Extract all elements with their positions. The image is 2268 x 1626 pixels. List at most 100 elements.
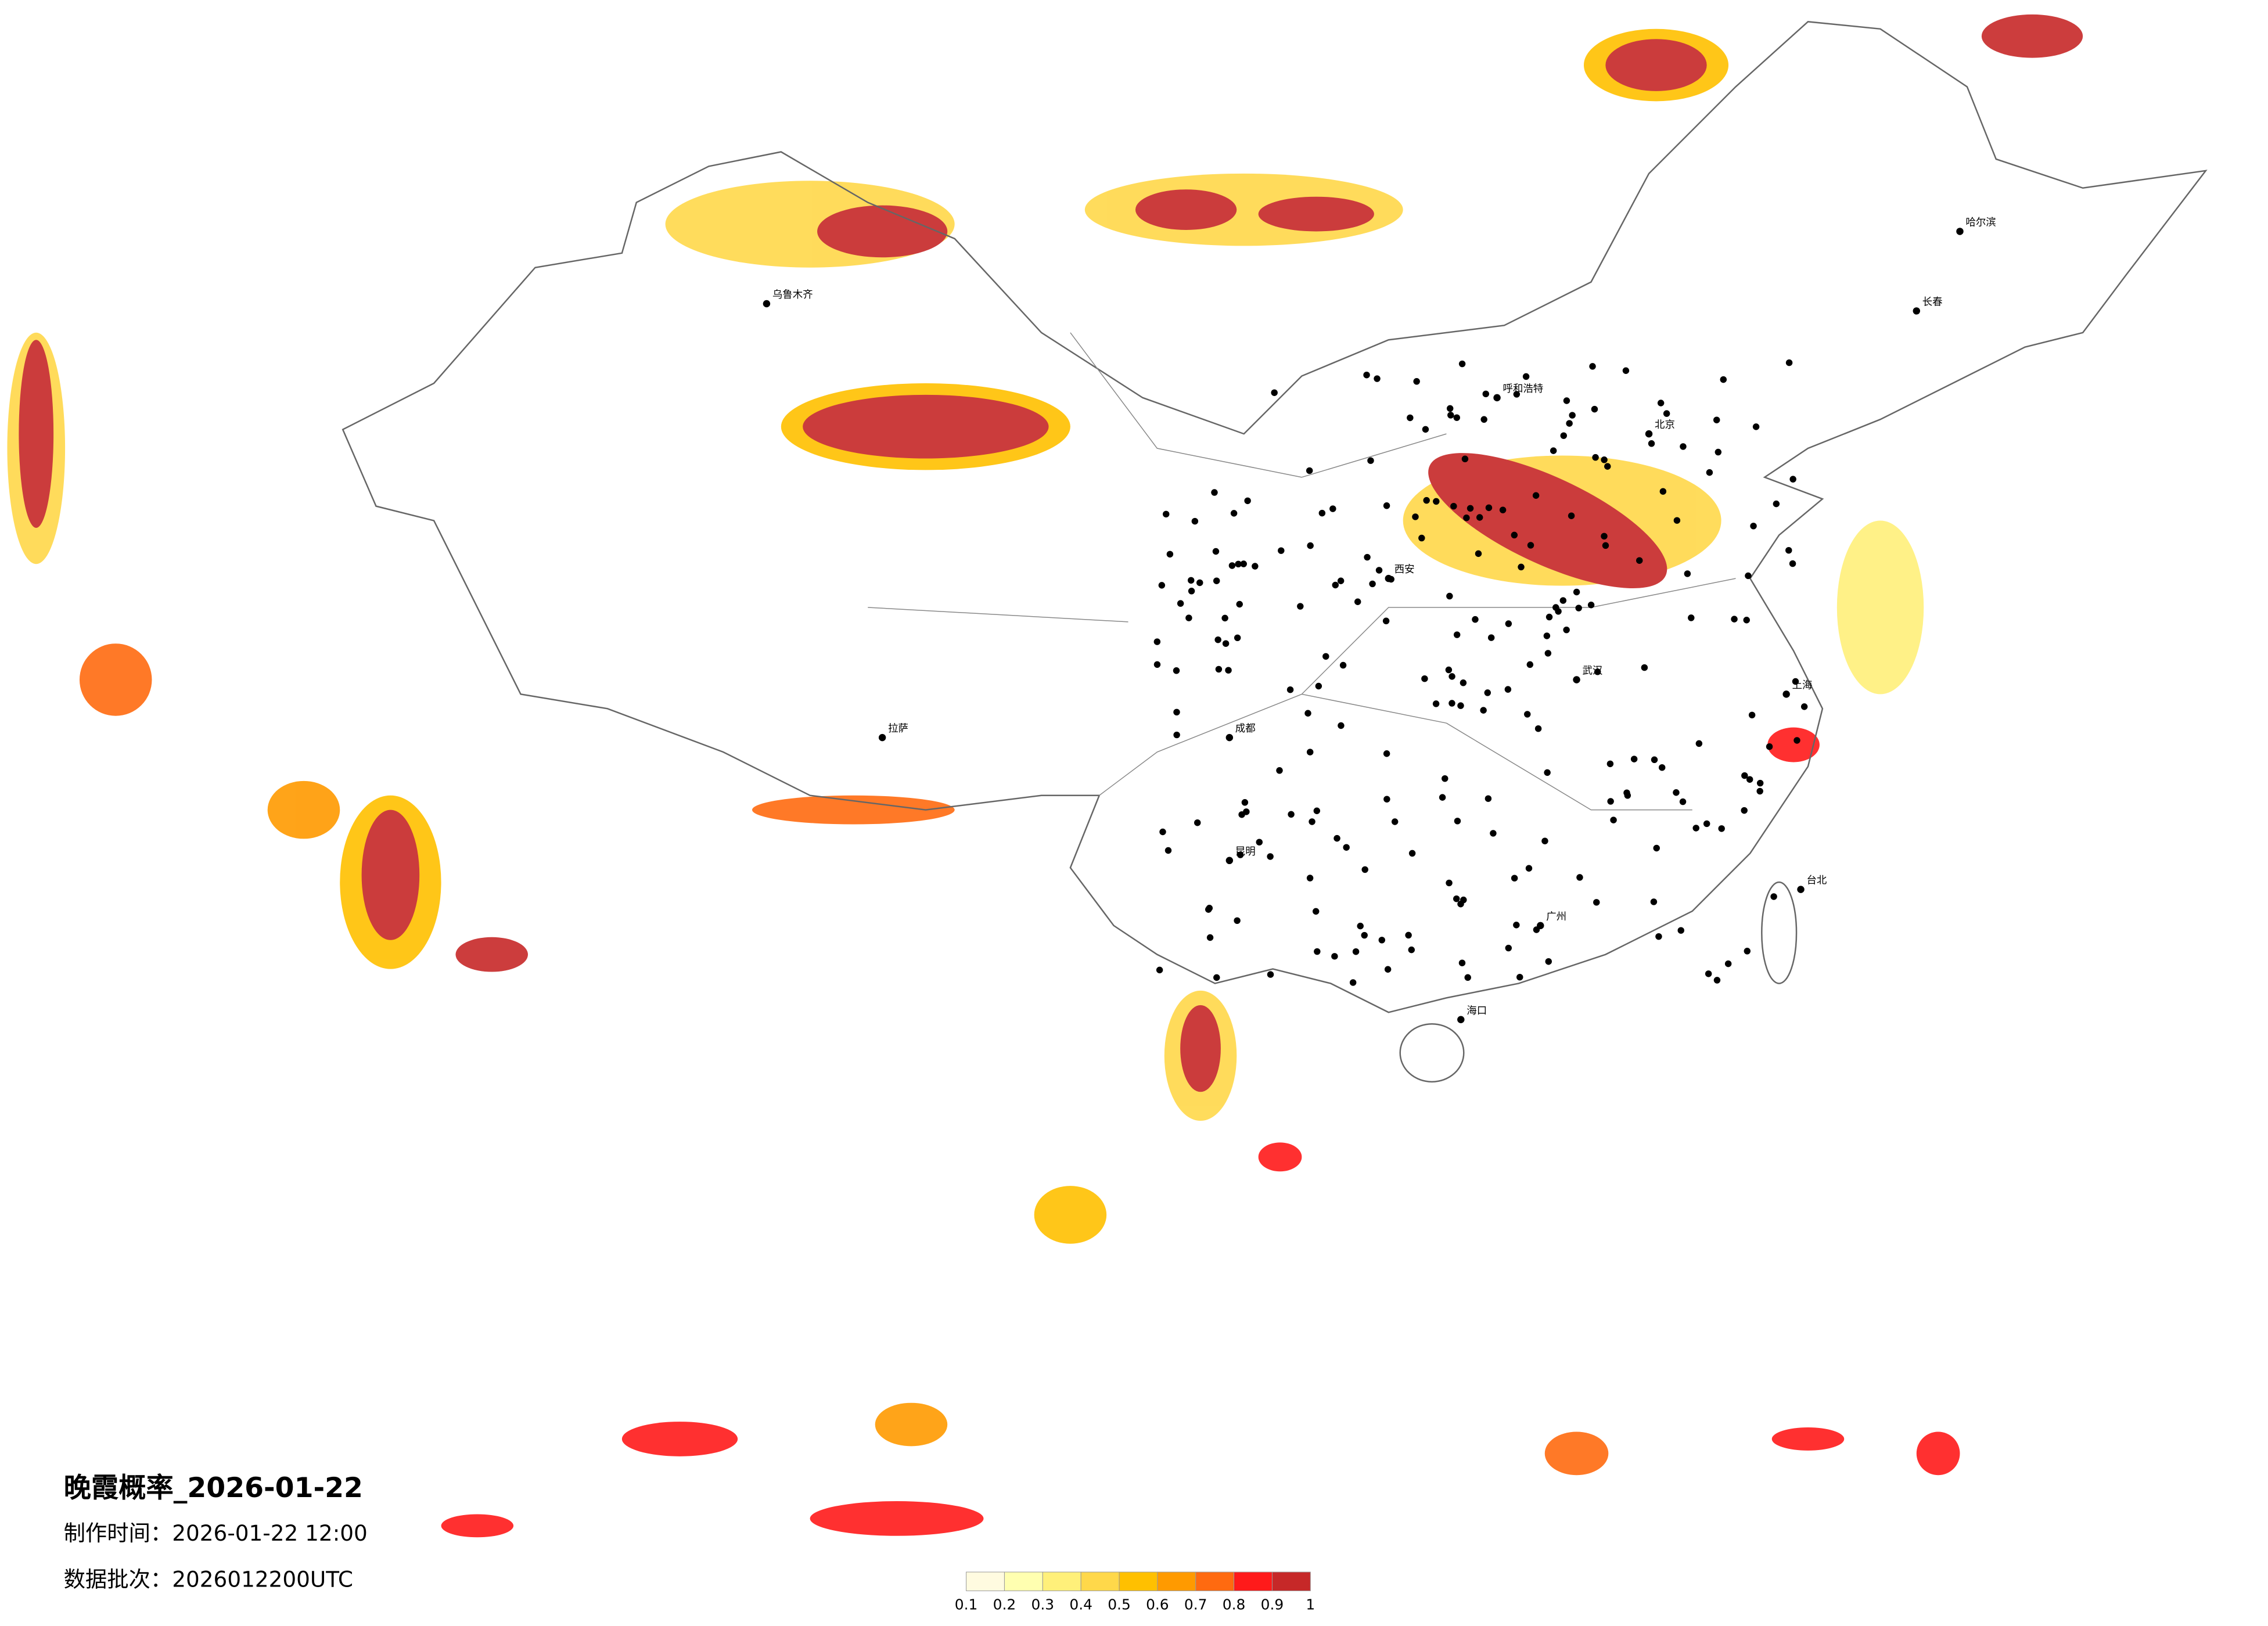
city-dot <box>1228 562 1236 569</box>
province-borders <box>868 332 1736 811</box>
city-dot <box>1544 769 1551 776</box>
city-dot <box>1526 661 1534 668</box>
city-dot <box>1458 959 1466 966</box>
city-dot <box>1511 531 1518 539</box>
city-dot <box>1527 542 1534 549</box>
city-dot <box>1552 604 1559 611</box>
city-label: 上海 <box>1792 679 1813 691</box>
city-dot <box>1482 390 1489 398</box>
city-dot <box>1463 515 1470 521</box>
city-dot <box>1745 572 1752 580</box>
city-dot <box>1485 795 1492 802</box>
city-dot <box>1688 614 1695 621</box>
city-label: 乌鲁木齐 <box>772 289 813 301</box>
city-dot <box>1374 375 1381 382</box>
city-dot <box>1306 749 1314 756</box>
city-dot <box>1445 666 1453 674</box>
city-dot <box>1349 979 1357 986</box>
legend-label: 1 <box>1306 1596 1315 1613</box>
city-dot <box>1659 488 1667 495</box>
city-dot <box>1412 513 1419 520</box>
legend-label: 0.7 <box>1184 1596 1207 1613</box>
legend-swatch <box>1004 1571 1043 1591</box>
city-dot <box>1534 725 1542 732</box>
city-dot <box>1288 811 1295 818</box>
city-dot <box>1439 794 1446 801</box>
city-dot <box>1453 895 1460 902</box>
city-dot <box>1673 517 1681 524</box>
city-dot <box>1432 700 1440 707</box>
city-dot <box>1304 710 1311 717</box>
city-dot <box>1741 772 1748 779</box>
legend-swatch <box>1195 1571 1235 1591</box>
city-dot <box>1720 376 1727 383</box>
city-dot <box>1383 502 1390 509</box>
city-dot <box>1205 906 1212 913</box>
legend-swatch <box>1042 1571 1081 1591</box>
city-dot <box>1782 690 1790 698</box>
city-dot <box>1606 760 1614 768</box>
city-dot <box>1770 893 1777 900</box>
city-dot <box>1516 973 1523 981</box>
city-dot <box>1756 787 1763 795</box>
city-dot <box>1493 394 1501 402</box>
city-dot <box>1566 420 1573 427</box>
city-dot <box>1153 661 1161 668</box>
legend-swatch <box>1157 1571 1196 1591</box>
legend-swatch <box>1119 1571 1158 1591</box>
city-dot <box>1354 598 1361 605</box>
city-dot <box>1375 567 1383 574</box>
city-dot <box>1312 908 1320 915</box>
city-dot <box>1252 563 1259 570</box>
city-dot <box>1337 577 1345 584</box>
city-dot <box>1225 857 1234 865</box>
city-dot <box>1703 820 1710 828</box>
data-batch: 数据批次：2026012200UTC <box>64 1567 353 1592</box>
city-dot <box>1602 542 1609 549</box>
city-dot <box>1363 371 1370 379</box>
city-dot <box>1408 946 1415 954</box>
city-dot <box>1458 360 1466 368</box>
city-dot <box>1680 443 1687 450</box>
city-dot <box>1601 533 1608 540</box>
city-dot <box>1166 551 1174 558</box>
city-dot <box>1673 789 1680 796</box>
legend-swatch <box>1271 1571 1311 1591</box>
city-dot <box>1563 626 1570 634</box>
city-dot <box>1221 614 1228 622</box>
city-dot <box>1576 874 1583 881</box>
city-dot <box>1657 400 1665 406</box>
city-dot <box>1587 602 1595 609</box>
city-dot <box>1797 886 1805 893</box>
city-dot <box>1607 798 1614 805</box>
city-dot <box>1658 764 1666 771</box>
city-dot <box>1653 844 1660 852</box>
city-dot <box>1537 922 1544 930</box>
legend-swatch <box>1234 1571 1273 1591</box>
city-dot <box>1641 664 1648 671</box>
city-dot <box>1756 779 1764 787</box>
city-dot <box>1158 582 1166 589</box>
city-dot <box>1543 632 1551 639</box>
city-dot <box>1164 847 1172 854</box>
city-dot <box>1645 430 1653 438</box>
city-dot <box>1413 378 1420 385</box>
city-dot <box>1453 631 1461 638</box>
city-dot <box>1215 665 1223 673</box>
city-dot <box>1307 542 1314 549</box>
city-dot <box>1789 560 1796 567</box>
city-dot <box>1442 775 1448 782</box>
city-dot <box>1309 818 1315 825</box>
city-dot <box>1236 600 1243 608</box>
city-dot <box>1480 416 1487 423</box>
city-dot <box>1297 603 1304 610</box>
city-dot <box>1267 971 1274 978</box>
city-dot <box>1480 707 1487 714</box>
city-dot <box>1378 937 1386 944</box>
city-dot <box>1234 917 1241 924</box>
city-dot <box>1750 523 1757 530</box>
city-dot <box>1318 509 1326 517</box>
probability-shading <box>7 14 2083 1538</box>
